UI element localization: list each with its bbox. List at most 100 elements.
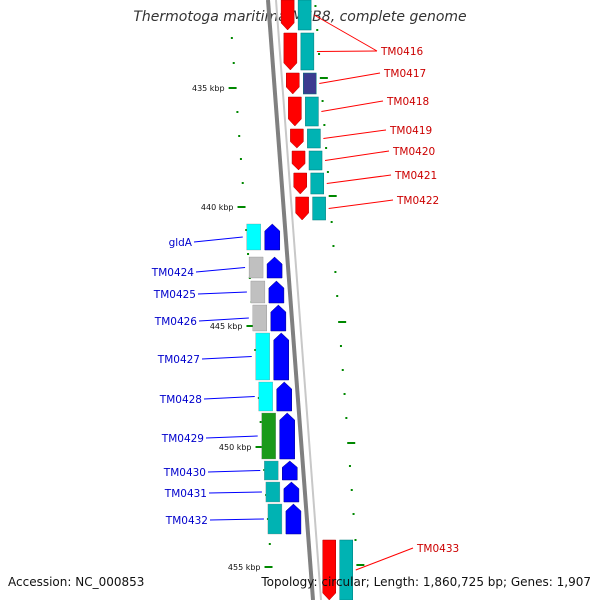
scale-label: 440 kbp [201,203,234,212]
cog-category-block [267,503,283,535]
gene-label: TM0432 [165,515,208,527]
gene-label-leader [316,50,378,52]
gene-TM0422: TM0422 [295,195,439,221]
forward-gene-arrow [293,172,308,195]
reverse-gene-arrow [273,332,289,381]
reverse-gene-arrow [268,280,285,304]
gene-label: TM0429 [161,433,204,445]
gene-label: TM0425 [153,289,196,301]
reverse-gene-arrow [270,304,287,332]
cog-category-block [303,72,317,95]
gene-TM0430: TM0430 [163,460,298,481]
reverse-gene-arrow [266,256,283,279]
forward-gene-arrow [291,150,306,171]
gene-label-leader [328,199,394,209]
cog-category-block [307,128,321,149]
gene-label-leader [193,236,243,243]
gene-TM0429: TM0429 [161,412,295,460]
gene-label-leader [207,470,261,473]
cog-category-block [297,0,312,31]
reverse-gene-arrow [264,223,281,251]
reverse-gene-arrow [276,381,292,412]
scale-label: 445 kbp [210,322,243,331]
gene-label: TM0419 [389,125,432,137]
genome-backbone-inner [275,0,322,600]
gene-label-leader [319,72,381,84]
gene-label: TM0428 [159,394,202,406]
gene-label-leader [197,291,247,295]
scale-label: 455 kbp [228,563,261,572]
gene-label-leader [201,356,252,360]
forward-gene-arrow [286,72,300,95]
genome-summary-text: Topology: circular; Length: 1,860,725 bp… [261,575,591,589]
gene-label-leader [355,547,414,571]
gene-TM0420: TM0420 [291,146,435,171]
gene-TM0427: TM0427 [157,332,289,381]
gene-label-leader [326,174,392,184]
gene-label: TM0416 [380,46,424,58]
forward-gene-arrow [290,128,304,149]
scale-label: 450 kbp [219,443,252,452]
cog-category-block [312,196,326,221]
gene-label: TM0431 [164,488,207,500]
reverse-gene-arrow [285,503,302,535]
gene-gldA: gldA [169,223,281,251]
cog-category-block [265,481,281,503]
gene-label: TM0430 [163,467,206,479]
cog-category-block [300,32,315,71]
reverse-gene-arrow [283,481,300,503]
gene-label: TM0417 [383,68,426,80]
gene-label-leader [208,491,262,494]
gene-label-leader [324,150,390,161]
gene-label: TM0433 [416,543,459,555]
gene-TM0433: TM0433 [322,539,459,600]
gene-TM0418: TM0418 [288,96,429,127]
gene-TM0421: TM0421 [293,170,437,195]
cog-category-block [261,412,276,460]
reverse-gene-arrow [282,460,298,481]
cog-category-block [310,172,325,195]
gene-TM0428: TM0428 [159,381,292,412]
forward-gene-arrow [283,32,298,71]
gene-TM0417: TM0417 [286,68,426,95]
cog-category-block [246,223,261,251]
forward-gene-arrow [288,96,302,127]
gene-TM0432: TM0432 [165,503,302,535]
gene-label: TM0421 [394,170,437,182]
gene-label-leader [203,396,255,400]
reverse-gene-arrow [279,412,295,460]
cog-category-block [255,332,270,381]
gene-label: gldA [169,237,193,249]
gene-TM0431: TM0431 [164,481,300,503]
scale-label: 435 kbp [192,84,225,93]
cog-category-block [339,539,353,600]
gene-label-leader [205,435,258,439]
gene-label: TM0424 [151,267,195,279]
gene-label-leader [313,14,378,52]
gene-label-leader [323,129,387,139]
gene-label: TM0422 [396,195,439,207]
gene-label: TM0420 [392,146,435,158]
forward-gene-arrow [322,539,336,600]
cog-category-block [248,256,264,279]
gene-TM0425: TM0425 [153,280,285,304]
cog-category-block [308,150,323,171]
gene-TM0419: TM0419 [290,125,432,149]
cog-category-block [305,96,319,127]
forward-gene-arrow [280,0,295,31]
accession-text: Accession: NC_000853 [8,575,145,589]
gene-label: TM0427 [157,354,200,366]
gene-label: TM0426 [154,316,198,328]
cog-category-block [252,304,268,332]
gene-TM0426: TM0426 [154,304,287,332]
cog-category-block [264,460,279,481]
cog-category-block [258,381,273,412]
gene-label-leader [198,317,249,322]
gene-label-leader [209,518,264,521]
gene-label-leader [321,100,384,112]
gene-TM0416: TM0416 [280,0,424,58]
genome-backbone-outer [266,0,315,600]
gene-label-leader [195,267,246,273]
gene- [283,32,378,71]
